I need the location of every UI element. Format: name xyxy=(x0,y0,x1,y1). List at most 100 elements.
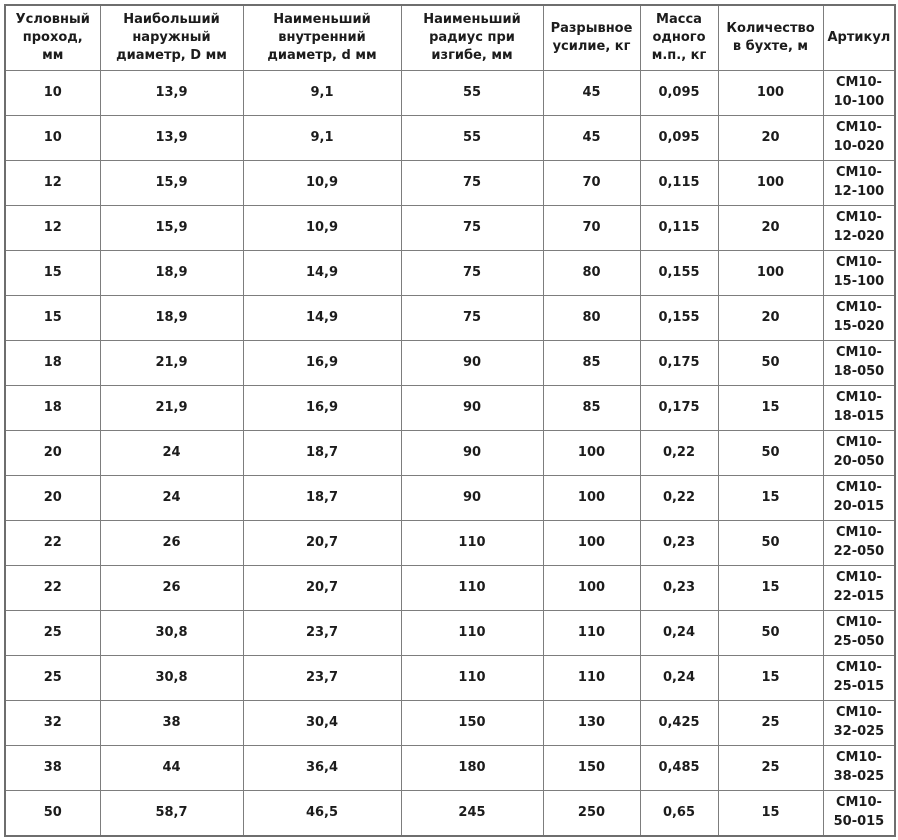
cell-nominal-bore: 38 xyxy=(4,745,101,791)
table-row: 15 18,9 14,9 75 80 0,155 100 СМ10-15-100 xyxy=(4,250,896,296)
cell-breaking-force: 70 xyxy=(542,160,641,206)
cell-mass-per-meter: 0,23 xyxy=(639,520,719,566)
cell-article: СМ10-15-020 xyxy=(822,295,896,341)
cell-nominal-bore: 25 xyxy=(4,655,101,701)
cell-max-outer-diameter: 26 xyxy=(99,520,244,566)
cell-max-outer-diameter: 30,8 xyxy=(99,610,244,656)
cell-mass-per-meter: 0,22 xyxy=(639,430,719,476)
cell-nominal-bore: 22 xyxy=(4,565,101,611)
cell-breaking-force: 110 xyxy=(542,655,641,701)
cell-article: СМ10-25-015 xyxy=(822,655,896,701)
table-row: 25 30,8 23,7 110 110 0,24 15 СМ10-25-015 xyxy=(4,655,896,701)
column-header-nominal-bore: Условный проход, мм xyxy=(4,4,101,71)
column-header-min-bend-radius: Наименьший радиус при изгибе, мм xyxy=(400,4,544,71)
cell-coil-length: 15 xyxy=(717,385,824,431)
table-row: 22 26 20,7 110 100 0,23 15 СМ10-22-015 xyxy=(4,565,896,611)
table-row: 10 13,9 9,1 55 45 0,095 100 СМ10-10-100 xyxy=(4,70,896,116)
cell-min-bend-radius: 75 xyxy=(400,205,544,251)
cell-article: СМ10-15-100 xyxy=(822,250,896,296)
cell-article: СМ10-12-020 xyxy=(822,205,896,251)
cell-breaking-force: 110 xyxy=(542,610,641,656)
cell-nominal-bore: 12 xyxy=(4,205,101,251)
table-body: 10 13,9 9,1 55 45 0,095 100 СМ10-10-100 10 13,9 9,… xyxy=(4,70,896,837)
cell-article: СМ10-50-015 xyxy=(822,790,896,837)
cell-max-outer-diameter: 38 xyxy=(99,700,244,746)
cell-max-outer-diameter: 15,9 xyxy=(99,160,244,206)
table-row: 10 13,9 9,1 55 45 0,095 20 СМ10-10-020 xyxy=(4,115,896,161)
cell-mass-per-meter: 0,425 xyxy=(639,700,719,746)
cell-article: СМ10-12-100 xyxy=(822,160,896,206)
cell-min-inner-diameter: 46,5 xyxy=(242,790,402,837)
cell-article: СМ10-10-100 xyxy=(822,70,896,116)
hose-spec-table: Условный проход, мм Наибольший наружный д… xyxy=(4,4,897,837)
cell-coil-length: 20 xyxy=(717,115,824,161)
cell-max-outer-diameter: 24 xyxy=(99,475,244,521)
cell-max-outer-diameter: 13,9 xyxy=(99,70,244,116)
cell-mass-per-meter: 0,115 xyxy=(639,205,719,251)
cell-min-inner-diameter: 14,9 xyxy=(242,295,402,341)
cell-mass-per-meter: 0,23 xyxy=(639,565,719,611)
cell-article: СМ10-20-015 xyxy=(822,475,896,521)
cell-mass-per-meter: 0,095 xyxy=(639,70,719,116)
table-row: 20 24 18,7 90 100 0,22 15 СМ10-20-015 xyxy=(4,475,896,521)
cell-nominal-bore: 10 xyxy=(4,70,101,116)
cell-article: СМ10-22-050 xyxy=(822,520,896,566)
cell-min-bend-radius: 180 xyxy=(400,745,544,791)
cell-coil-length: 50 xyxy=(717,610,824,656)
column-header-min-inner-diameter: Наименьший внутренний диаметр, d мм xyxy=(242,4,402,71)
cell-breaking-force: 130 xyxy=(542,700,641,746)
column-header-coil-length: Количество в бухте, м xyxy=(717,4,824,71)
cell-nominal-bore: 22 xyxy=(4,520,101,566)
header-row: Условный проход, мм Наибольший наружный д… xyxy=(4,4,896,71)
table-row: 32 38 30,4 150 130 0,425 25 СМ10-32-025 xyxy=(4,700,896,746)
cell-min-inner-diameter: 9,1 xyxy=(242,70,402,116)
cell-max-outer-diameter: 26 xyxy=(99,565,244,611)
cell-coil-length: 15 xyxy=(717,565,824,611)
cell-max-outer-diameter: 18,9 xyxy=(99,295,244,341)
cell-min-inner-diameter: 10,9 xyxy=(242,160,402,206)
cell-coil-length: 20 xyxy=(717,205,824,251)
cell-mass-per-meter: 0,175 xyxy=(639,340,719,386)
cell-coil-length: 20 xyxy=(717,295,824,341)
cell-nominal-bore: 10 xyxy=(4,115,101,161)
table-row: 12 15,9 10,9 75 70 0,115 20 СМ10-12-020 xyxy=(4,205,896,251)
cell-min-bend-radius: 150 xyxy=(400,700,544,746)
cell-breaking-force: 85 xyxy=(542,340,641,386)
cell-mass-per-meter: 0,155 xyxy=(639,250,719,296)
table-row: 38 44 36,4 180 150 0,485 25 СМ10-38-025 xyxy=(4,745,896,791)
table-row: 22 26 20,7 110 100 0,23 50 СМ10-22-050 xyxy=(4,520,896,566)
cell-min-inner-diameter: 23,7 xyxy=(242,655,402,701)
cell-breaking-force: 85 xyxy=(542,385,641,431)
cell-nominal-bore: 25 xyxy=(4,610,101,656)
cell-min-bend-radius: 110 xyxy=(400,520,544,566)
table-row: 20 24 18,7 90 100 0,22 50 СМ10-20-050 xyxy=(4,430,896,476)
cell-min-bend-radius: 90 xyxy=(400,340,544,386)
cell-max-outer-diameter: 30,8 xyxy=(99,655,244,701)
cell-breaking-force: 150 xyxy=(542,745,641,791)
cell-max-outer-diameter: 58,7 xyxy=(99,790,244,837)
table-row: 18 21,9 16,9 90 85 0,175 50 СМ10-18-050 xyxy=(4,340,896,386)
cell-min-inner-diameter: 36,4 xyxy=(242,745,402,791)
cell-coil-length: 25 xyxy=(717,745,824,791)
cell-nominal-bore: 20 xyxy=(4,430,101,476)
cell-mass-per-meter: 0,175 xyxy=(639,385,719,431)
cell-min-inner-diameter: 18,7 xyxy=(242,430,402,476)
cell-min-inner-diameter: 30,4 xyxy=(242,700,402,746)
cell-article: СМ10-18-050 xyxy=(822,340,896,386)
table-row: 18 21,9 16,9 90 85 0,175 15 СМ10-18-015 xyxy=(4,385,896,431)
cell-max-outer-diameter: 13,9 xyxy=(99,115,244,161)
cell-max-outer-diameter: 24 xyxy=(99,430,244,476)
cell-nominal-bore: 18 xyxy=(4,340,101,386)
cell-mass-per-meter: 0,155 xyxy=(639,295,719,341)
cell-breaking-force: 100 xyxy=(542,565,641,611)
cell-min-inner-diameter: 18,7 xyxy=(242,475,402,521)
cell-max-outer-diameter: 21,9 xyxy=(99,340,244,386)
cell-nominal-bore: 50 xyxy=(4,790,101,837)
cell-article: СМ10-25-050 xyxy=(822,610,896,656)
cell-mass-per-meter: 0,115 xyxy=(639,160,719,206)
table-row: 25 30,8 23,7 110 110 0,24 50 СМ10-25-050 xyxy=(4,610,896,656)
cell-coil-length: 50 xyxy=(717,520,824,566)
cell-coil-length: 50 xyxy=(717,430,824,476)
cell-breaking-force: 250 xyxy=(542,790,641,837)
cell-coil-length: 100 xyxy=(717,250,824,296)
